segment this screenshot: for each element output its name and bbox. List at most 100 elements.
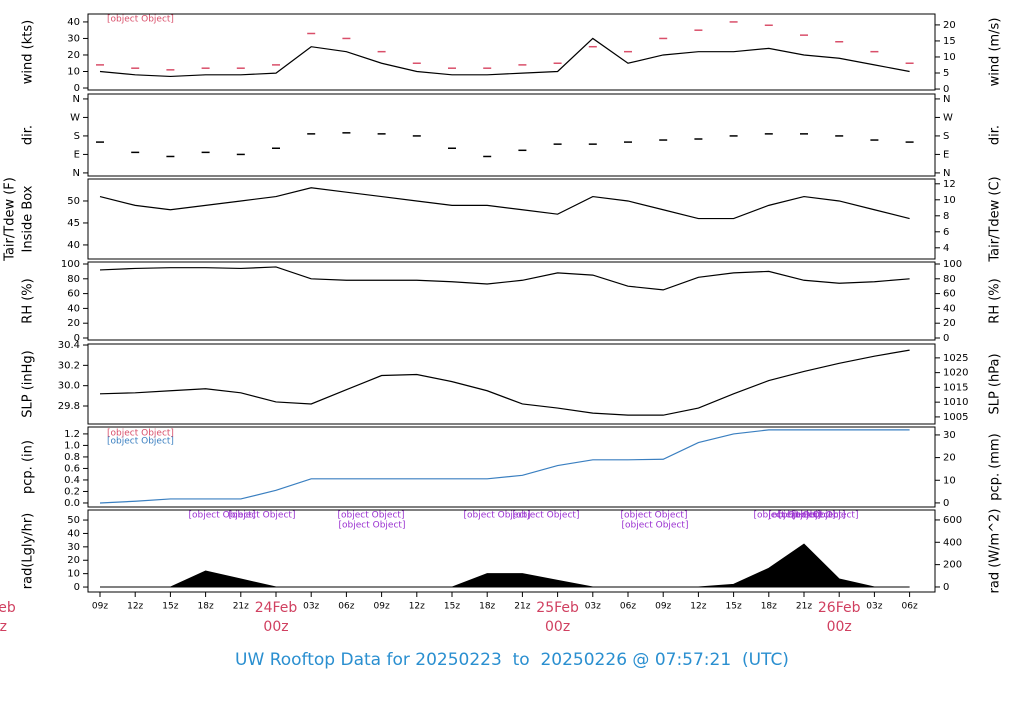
- y2-tick-label: 0: [943, 582, 949, 593]
- x-tick-label: 21z: [796, 602, 812, 612]
- y2-axis-label: pcp. (mm): [988, 433, 1003, 500]
- y2-tick-label: 0: [943, 498, 949, 509]
- y-tick-label: 0.0: [64, 498, 80, 509]
- y-tick-label: 80: [67, 274, 80, 285]
- x-tick-label: 03z: [303, 602, 319, 612]
- series-line: [99, 429, 910, 504]
- series-line: [99, 349, 910, 416]
- y2-tick-label: 1010: [943, 397, 968, 408]
- annotation: [object Object]: [622, 521, 689, 531]
- y-tick-label: 40: [67, 303, 80, 314]
- y2-tick-label: 100: [943, 259, 962, 270]
- panel-frame: [87, 343, 936, 425]
- annotation: [object Object]: [779, 511, 846, 521]
- y2-tick-label: 0: [943, 333, 949, 344]
- y-tick-label: 40: [67, 17, 80, 28]
- series-line: [99, 37, 910, 78]
- y-tick-label: 0.6: [64, 463, 80, 474]
- y2-tick-label: 5: [943, 68, 949, 79]
- x-tick-label: 15z: [726, 602, 742, 612]
- x-tick-label: 18z: [198, 602, 214, 612]
- annotation: [object Object]: [107, 437, 174, 447]
- y-tick-label: 40: [67, 240, 80, 251]
- x-tick-label: 09z: [374, 602, 390, 612]
- x-tick-label: 21z: [514, 602, 530, 612]
- y2-tick-label: 10: [943, 52, 956, 63]
- y-tick-label: 20: [67, 50, 80, 61]
- y2-tick-label: 1005: [943, 412, 968, 423]
- day-time-label: 00z: [0, 619, 7, 635]
- y-tick-label: 29.8: [58, 401, 80, 412]
- y2-tick-label: 1025: [943, 353, 968, 364]
- y2-tick-label: 80: [943, 274, 956, 285]
- x-tick-label: 09z: [92, 602, 108, 612]
- y2-tick-label: 400: [943, 537, 962, 548]
- day-label: 23Feb: [0, 600, 16, 616]
- y-tick-label: 0: [74, 83, 80, 94]
- y-tick-label: 45: [67, 218, 80, 229]
- y2-tick-label: 10: [943, 195, 956, 206]
- y2-tick-label: 600: [943, 515, 962, 526]
- y2-tick-label: W: [943, 112, 953, 123]
- y-axis-label: Inside Box: [21, 185, 36, 252]
- annotation: [object Object]: [621, 511, 688, 521]
- day-label: 25Feb: [536, 600, 579, 616]
- y-tick-label: 50: [67, 196, 80, 207]
- y-axis-label: SLP (inHg): [21, 350, 36, 418]
- y2-tick-label: 15: [943, 36, 956, 47]
- panel-frame: [87, 93, 936, 177]
- y2-axis-label: SLP (hPa): [988, 353, 1003, 414]
- y2-tick-label: 1020: [943, 368, 968, 379]
- y2-tick-label: 4: [943, 243, 949, 254]
- y-tick-label: S: [74, 131, 80, 142]
- x-tick-label: 18z: [479, 602, 495, 612]
- x-tick-label: 06z: [620, 602, 636, 612]
- y2-tick-label: 6: [943, 227, 949, 238]
- footer-title: UW Rooftop Data for 20250223 to 20250226…: [235, 650, 789, 670]
- y2-tick-label: N: [943, 94, 950, 105]
- y2-tick-label: 20: [943, 318, 956, 329]
- series-line: [99, 187, 910, 220]
- y2-tick-label: 60: [943, 289, 956, 300]
- x-tick-label: 21z: [233, 602, 249, 612]
- y2-tick-label: E: [943, 149, 949, 160]
- y-axis-label: wind (kts): [21, 20, 36, 84]
- y2-axis-label: Tair/Tdew (C): [988, 176, 1003, 262]
- y-tick-label: 20: [67, 555, 80, 566]
- y2-tick-label: S: [943, 131, 949, 142]
- y-tick-label: 0: [74, 582, 80, 593]
- y-tick-label: 0: [74, 333, 80, 344]
- y-tick-label: 0.4: [64, 475, 80, 486]
- y-tick-label: 30.0: [58, 381, 80, 392]
- x-tick-label: 12z: [127, 602, 143, 612]
- x-tick-label: 06z: [338, 602, 354, 612]
- annotation: [object Object]: [189, 511, 256, 521]
- y2-tick-label: 8: [943, 211, 949, 222]
- annotation: [object Object]: [464, 511, 531, 521]
- y-tick-label: 100: [61, 259, 80, 270]
- y-tick-label: N: [73, 168, 80, 179]
- annotation: [object Object]: [107, 15, 174, 25]
- annotation: [object Object]: [769, 511, 836, 521]
- y-tick-label: E: [74, 149, 80, 160]
- y-tick-label: 1.2: [64, 429, 80, 440]
- panel-frame: [87, 509, 936, 593]
- radiation-area: [100, 543, 910, 588]
- day-time-label: 00z: [827, 619, 852, 635]
- x-tick-label: 06z: [902, 602, 918, 612]
- y2-tick-label: 200: [943, 560, 962, 571]
- annotation: [object Object]: [339, 521, 406, 531]
- day-time-label: 00z: [545, 619, 570, 635]
- panel-frame: [87, 13, 936, 91]
- y-tick-label: N: [73, 94, 80, 105]
- y-tick-label: 40: [67, 528, 80, 539]
- y-axis-label: dir.: [21, 125, 36, 145]
- annotation: [object Object]: [513, 511, 580, 521]
- y-tick-label: 0.2: [64, 486, 80, 497]
- y-tick-label: W: [70, 112, 80, 123]
- y-tick-label: 30.4: [58, 340, 80, 351]
- y-axis-label: Tair/Tdew (F): [3, 177, 18, 262]
- y2-axis-label: dir.: [988, 125, 1003, 145]
- x-tick-label: 15z: [444, 602, 460, 612]
